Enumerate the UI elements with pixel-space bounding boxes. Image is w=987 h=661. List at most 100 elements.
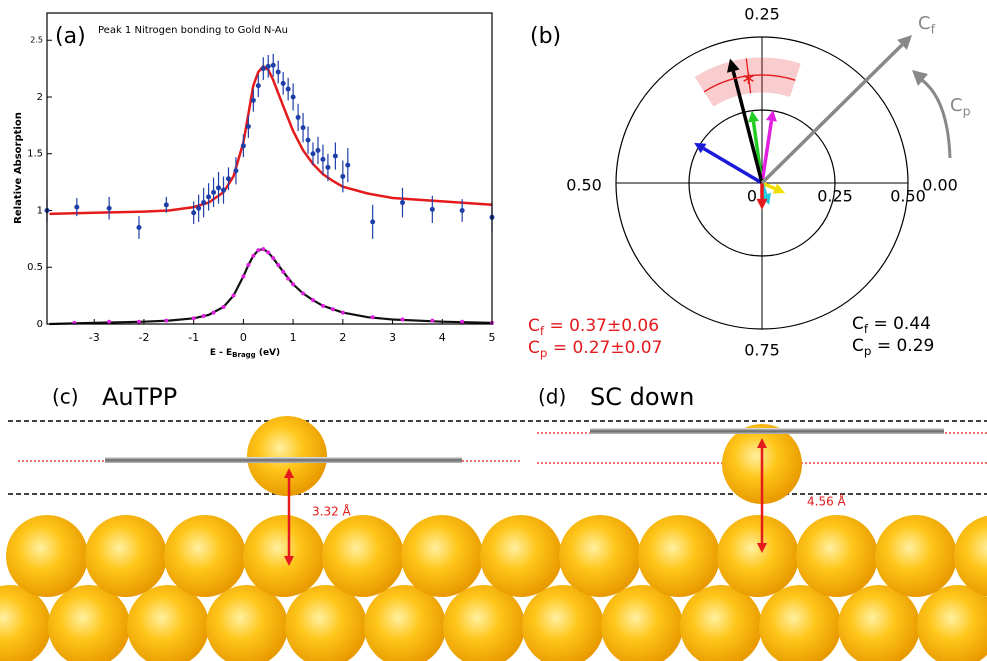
data-point bbox=[315, 147, 321, 153]
vector-arrow bbox=[761, 181, 786, 194]
data-point bbox=[107, 319, 112, 324]
data-point bbox=[164, 318, 169, 323]
y-tick-label: 0.5 bbox=[27, 262, 43, 273]
symbol: C bbox=[528, 338, 540, 358]
symbol: C bbox=[852, 314, 864, 334]
gold-atom bbox=[6, 515, 88, 597]
y-tick-label: 2.5 bbox=[30, 36, 43, 45]
vector-arrow bbox=[760, 109, 777, 184]
panel-label: (d) bbox=[538, 385, 566, 409]
x-tick-label: 1 bbox=[290, 331, 297, 344]
gold-atom bbox=[164, 515, 246, 597]
gold-atom bbox=[480, 515, 562, 597]
data-point bbox=[281, 269, 286, 274]
gold-atom bbox=[954, 515, 987, 597]
arrow-head bbox=[912, 70, 928, 86]
arrow-shaft bbox=[921, 78, 952, 159]
gold-atom bbox=[206, 585, 288, 661]
data-point bbox=[300, 125, 306, 131]
data-point bbox=[211, 189, 217, 195]
vector-arrow bbox=[756, 183, 768, 210]
subscript: p bbox=[864, 344, 872, 358]
panel-label: (c) bbox=[52, 385, 79, 409]
data-point bbox=[206, 194, 212, 200]
arrow-head bbox=[284, 468, 294, 478]
data-point bbox=[430, 318, 435, 323]
angle-axis-arrow bbox=[912, 70, 952, 159]
subscript: f bbox=[540, 324, 545, 338]
x-label-main: E - E bbox=[210, 348, 232, 358]
arrow-head bbox=[748, 110, 759, 123]
data-point bbox=[276, 262, 281, 267]
x-tick-label: 4 bbox=[439, 331, 446, 344]
data-point bbox=[459, 207, 465, 213]
distance-label: 3.32 Å bbox=[312, 504, 352, 519]
angle-tick-label: 0.00 bbox=[922, 176, 958, 195]
fit-line bbox=[49, 64, 493, 216]
gold-atom bbox=[401, 515, 483, 597]
gold-atom bbox=[285, 585, 367, 661]
angular-error-bar bbox=[703, 74, 796, 93]
symbol: C bbox=[918, 13, 931, 34]
data-point bbox=[231, 293, 236, 298]
panel-title: SC down bbox=[590, 383, 694, 411]
gold-atom bbox=[601, 585, 683, 661]
value-text: = 0.44 bbox=[868, 314, 931, 334]
data-point bbox=[290, 94, 296, 100]
data-point bbox=[460, 319, 465, 324]
data-point bbox=[370, 315, 375, 320]
x-tick-label: -3 bbox=[89, 331, 100, 344]
data-point bbox=[74, 204, 80, 210]
fit-cp-label: Cp = 0.27±0.07 bbox=[528, 338, 662, 360]
data-point bbox=[429, 206, 435, 212]
data-point bbox=[370, 219, 376, 225]
data-point bbox=[275, 69, 281, 75]
arrow-head bbox=[757, 438, 767, 448]
r-tick-label: 0 bbox=[747, 187, 757, 206]
uncertainty-sector bbox=[694, 57, 801, 107]
data-point bbox=[270, 62, 276, 68]
angle-tick-label: 0.50 bbox=[566, 176, 602, 195]
fit-cf-label: Cf = 0.37±0.06 bbox=[528, 316, 659, 338]
data-point bbox=[332, 153, 338, 159]
data-point bbox=[136, 225, 142, 231]
data-point bbox=[245, 124, 251, 130]
data-point bbox=[191, 210, 197, 216]
symbol: C bbox=[950, 95, 963, 116]
symbol: C bbox=[852, 336, 864, 356]
data-point bbox=[221, 304, 226, 309]
data-point bbox=[250, 97, 256, 103]
x-tick-label: 2 bbox=[339, 331, 346, 344]
data-point bbox=[221, 187, 227, 193]
x-label-sub: Bragg bbox=[232, 351, 256, 359]
data-point bbox=[310, 151, 316, 157]
model-cf-label: Cf = 0.44 bbox=[852, 314, 931, 336]
arrow-shaft bbox=[760, 120, 774, 184]
data-point bbox=[291, 282, 296, 287]
angle-tick-label: 0.75 bbox=[744, 341, 780, 360]
data-point bbox=[301, 291, 306, 296]
value-text: = 0.27±0.07 bbox=[547, 338, 662, 358]
x-tick-label: -2 bbox=[138, 331, 149, 344]
panel-label: (b) bbox=[530, 24, 561, 49]
arrow-shaft bbox=[761, 181, 776, 191]
x-tick-label: -1 bbox=[188, 331, 199, 344]
subscript: f bbox=[864, 322, 869, 336]
data-point bbox=[241, 274, 246, 279]
data-point bbox=[400, 317, 405, 322]
data-point bbox=[280, 80, 286, 86]
adsorbed-gold-atom bbox=[247, 416, 327, 496]
gold-atom bbox=[559, 515, 641, 597]
arrow-shaft bbox=[760, 43, 904, 185]
data-point bbox=[240, 143, 246, 149]
data-point bbox=[246, 262, 251, 267]
data-point bbox=[260, 66, 266, 72]
arrow-shaft bbox=[702, 146, 763, 185]
molecule bbox=[105, 457, 462, 463]
gold-atom bbox=[717, 515, 799, 597]
gold-atom bbox=[127, 585, 209, 661]
model-arrow bbox=[726, 58, 764, 184]
arrow-head bbox=[284, 556, 294, 566]
arrow-head bbox=[694, 142, 707, 154]
